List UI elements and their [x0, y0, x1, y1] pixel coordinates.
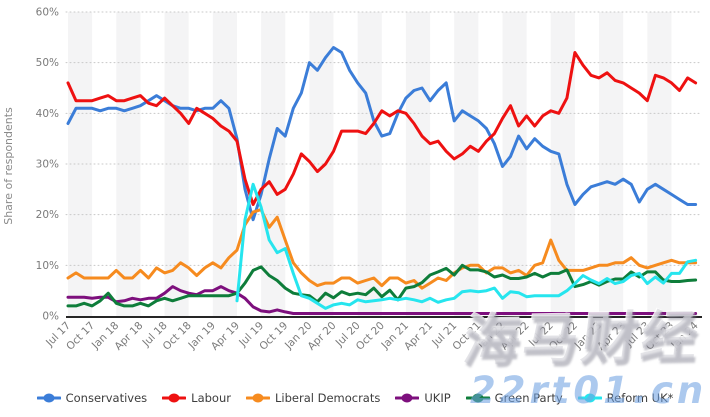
legend-label: Conservatives	[65, 391, 148, 405]
y-tick-label: 10%	[36, 260, 59, 272]
legend-marker-icon	[36, 393, 61, 403]
y-tick-label: 60%	[36, 7, 59, 19]
legend-label: Reform UK*	[606, 391, 674, 405]
y-tick-label: 0%	[42, 311, 59, 323]
y-axis-title: Share of respondents	[2, 107, 15, 225]
x-tick-label: Jan 24	[668, 319, 701, 352]
legend-item-labour[interactable]: Labour	[162, 391, 231, 405]
legend-item-reform-uk[interactable]: Reform UK*	[577, 391, 674, 405]
legend-marker-icon	[245, 393, 270, 403]
y-tick-label: 20%	[36, 209, 59, 221]
legend-item-liberal-democrats[interactable]: Liberal Democrats	[245, 391, 381, 405]
legend-marker-icon	[162, 393, 187, 403]
legend-marker-icon	[395, 393, 420, 403]
series-line-reform-uk	[235, 182, 698, 310]
legend-label: Green Party	[494, 391, 563, 405]
plot-band	[261, 12, 286, 316]
plot-band	[212, 12, 237, 316]
y-tick-label: 50%	[36, 57, 59, 69]
series-line-ukip	[66, 285, 698, 315]
legend-label: Liberal Democrats	[274, 391, 381, 405]
plot-band	[68, 12, 93, 316]
series-line-labour	[66, 51, 698, 206]
legend-marker-icon	[577, 393, 602, 403]
legend-item-conservatives[interactable]: Conservatives	[36, 391, 148, 405]
legend-item-green-party[interactable]: Green Party	[465, 391, 563, 405]
y-tick-label: 30%	[36, 159, 59, 171]
legend-label: Labour	[191, 391, 231, 405]
legend: Conservatives Labour Liberal Democrats UKIP…	[0, 387, 710, 409]
plot-band	[116, 12, 141, 316]
series-line-liberal-democrats	[66, 208, 698, 290]
y-tick-label: 40%	[36, 108, 59, 120]
legend-item-ukip[interactable]: UKIP	[395, 391, 451, 405]
legend-label: UKIP	[424, 391, 451, 405]
legend-marker-icon	[465, 393, 490, 403]
